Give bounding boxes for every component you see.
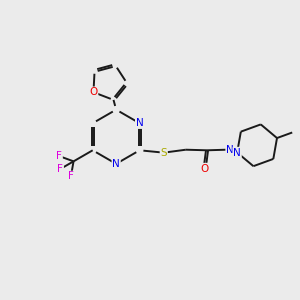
Text: F: F xyxy=(56,151,62,161)
Text: S: S xyxy=(160,148,167,158)
Text: N: N xyxy=(136,118,143,128)
Text: F: F xyxy=(57,164,63,174)
Text: N: N xyxy=(226,145,234,155)
Text: O: O xyxy=(200,164,209,173)
Text: N: N xyxy=(112,159,120,169)
Text: N: N xyxy=(233,148,241,158)
Text: F: F xyxy=(68,171,74,182)
Text: O: O xyxy=(89,87,98,97)
